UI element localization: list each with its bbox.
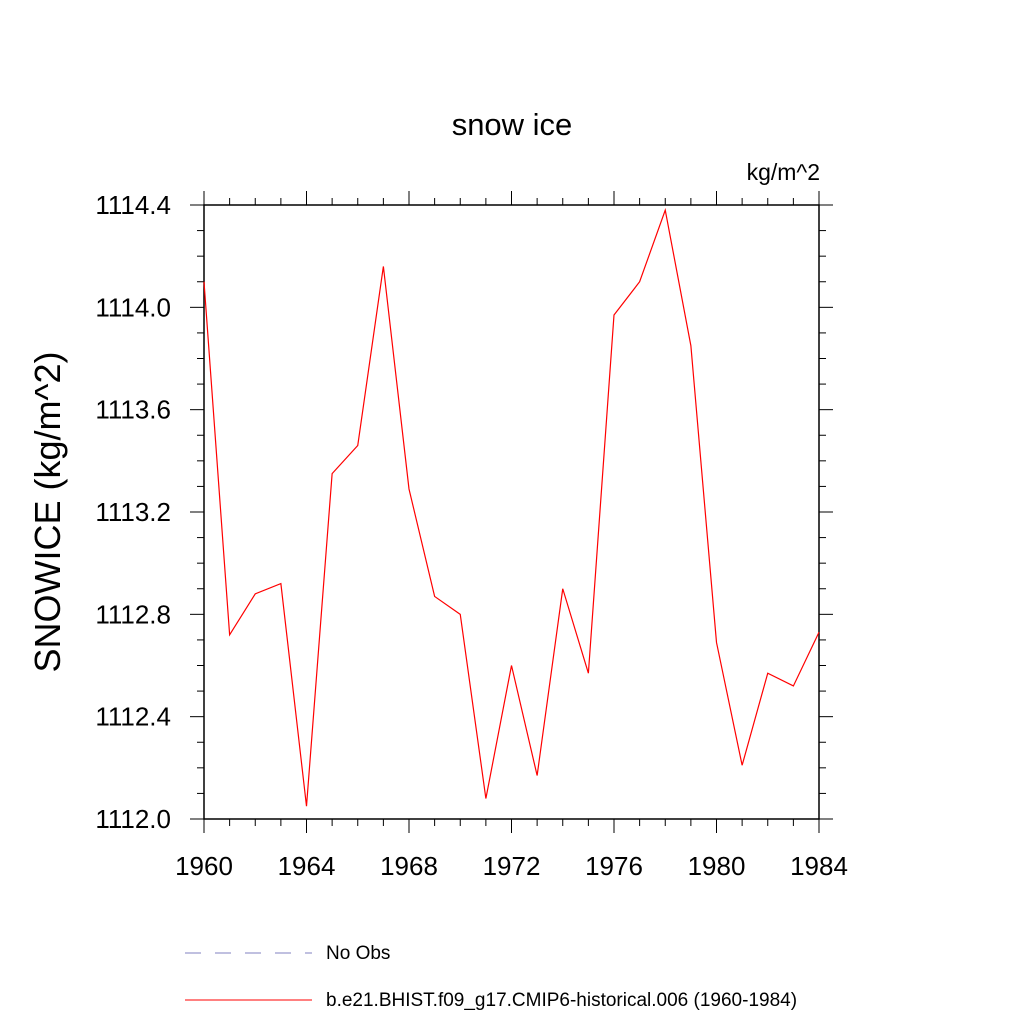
legend: No Obs b.e21.BHIST.f09_g17.CMIP6-histori… xyxy=(185,943,797,1011)
y-tick-label: 1112.0 xyxy=(95,804,171,834)
plot-frame xyxy=(203,204,820,820)
y-tick-label: 1114.0 xyxy=(95,292,171,322)
minor-ticks xyxy=(197,198,826,826)
y-tick-label: 1112.4 xyxy=(95,702,171,732)
x-tick-label: 1980 xyxy=(688,851,746,881)
units-label: kg/m^2 xyxy=(747,159,820,185)
x-tick-label: 1968 xyxy=(380,851,438,881)
y-axis-label: SNOWICE (kg/m^2) xyxy=(27,352,68,673)
x-tick-label: 1976 xyxy=(585,851,643,881)
y-tick-label: 1113.6 xyxy=(95,395,171,425)
x-tick-label: 1960 xyxy=(175,851,233,881)
x-tick-label: 1964 xyxy=(278,851,336,881)
y-tick-label: 1113.2 xyxy=(95,497,171,527)
series-group xyxy=(203,207,820,807)
legend-label-model: b.e21.BHIST.f09_g17.CMIP6-historical.006… xyxy=(326,990,797,1011)
y-tick-label: 1114.4 xyxy=(95,190,171,220)
major-ticks xyxy=(190,191,833,833)
x-tick-labels: 1960 1964 1968 1972 1976 1980 1984 xyxy=(175,851,848,881)
y-tick-labels: 1112.0 1112.4 1112.8 1113.2 1113.6 1114.0 1114… xyxy=(95,190,171,834)
y-tick-label: 1112.8 xyxy=(95,599,171,629)
x-tick-label: 1972 xyxy=(483,851,541,881)
legend-label-no-obs: No Obs xyxy=(326,943,390,964)
chart-title: snow ice xyxy=(452,107,573,142)
x-tick-label: 1984 xyxy=(790,851,848,881)
series-line xyxy=(203,207,820,807)
